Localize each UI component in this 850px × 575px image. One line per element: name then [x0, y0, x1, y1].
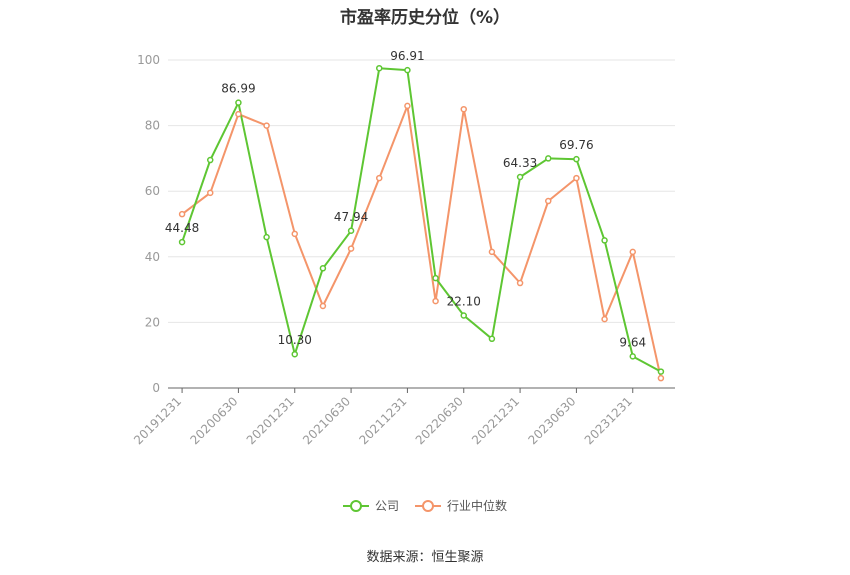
- legend-item-industry[interactable]: 行业中位数: [415, 497, 507, 514]
- x-tick-label: 20211231: [356, 394, 409, 447]
- y-tick-label: 40: [145, 250, 160, 264]
- data-point: [545, 155, 552, 162]
- y-axis: 0 20 40 60 80 100: [137, 53, 160, 395]
- data-point: [629, 248, 636, 256]
- data-point: [516, 279, 524, 287]
- y-tick-label: 20: [145, 315, 160, 329]
- data-point: [601, 315, 608, 323]
- data-labels: 44.48 86.99 10.30 47.94 96.91 22.10 64.33 69.76…: [165, 49, 646, 349]
- data-point: [432, 274, 439, 282]
- x-tick-label: 20220630: [413, 394, 466, 447]
- x-tick-label: 20201231: [244, 394, 297, 447]
- data-point: [432, 297, 439, 305]
- series-lines: [181, 67, 662, 379]
- legend-marker-company: [342, 499, 369, 513]
- data-label: 69.76: [559, 138, 593, 152]
- data-point: [235, 99, 242, 106]
- data-label: 10.30: [278, 333, 312, 347]
- data-point: [319, 302, 327, 310]
- y-tick-label: 80: [145, 119, 160, 133]
- y-tick-label: 60: [145, 184, 160, 198]
- x-tick-label: 20191231: [131, 394, 184, 447]
- x-tick-label: 20230630: [525, 394, 578, 447]
- data-point: [178, 210, 186, 218]
- data-point: [263, 233, 270, 241]
- data-point: [545, 197, 552, 205]
- data-point: [629, 353, 636, 360]
- y-tick-label: 100: [137, 53, 160, 67]
- legend: 公司 行业中位数: [0, 497, 850, 514]
- data-point: [657, 374, 665, 382]
- data-point: [376, 174, 383, 182]
- data-label: 9.64: [619, 335, 646, 349]
- data-point: [291, 230, 298, 238]
- data-point: [263, 122, 270, 129]
- data-point: [488, 248, 496, 256]
- data-point: [319, 265, 327, 272]
- data-point: [376, 64, 383, 72]
- data-point: [235, 110, 242, 118]
- data-point: [291, 350, 298, 358]
- series-line: [181, 67, 662, 373]
- data-point: [460, 312, 467, 319]
- legend-label-company: 公司: [374, 499, 399, 513]
- data-point: [404, 102, 411, 110]
- data-label: 22.10: [447, 295, 481, 309]
- data-label: 64.33: [503, 156, 537, 170]
- x-axis: 20191231 20200630 20201231 20210630 20211231…: [131, 387, 675, 447]
- legend-label-industry: 行业中位数: [447, 499, 508, 513]
- data-point: [347, 245, 355, 252]
- data-point: [573, 174, 580, 182]
- x-tick-label: 20221231: [469, 394, 522, 447]
- data-point: [657, 368, 665, 375]
- data-point: [573, 155, 580, 163]
- series-points: [178, 64, 665, 382]
- grid-lines: [168, 59, 675, 323]
- data-label: 96.91: [390, 49, 424, 63]
- series-line: [181, 104, 662, 379]
- data-label: 44.48: [165, 221, 199, 235]
- data-point: [404, 66, 411, 74]
- data-label: 86.99: [221, 82, 255, 96]
- x-tick-label: 20231231: [582, 394, 635, 447]
- legend-item-company[interactable]: 公司: [342, 497, 399, 514]
- y-tick-label: 0: [152, 381, 160, 395]
- data-source: 数据来源：恒生聚源: [366, 550, 484, 565]
- data-point: [516, 173, 524, 181]
- data-point: [347, 227, 355, 235]
- data-point: [178, 238, 186, 246]
- data-point: [207, 156, 214, 164]
- data-label: 47.94: [334, 210, 368, 224]
- data-point: [488, 335, 496, 343]
- data-point: [601, 237, 608, 244]
- data-point: [460, 105, 467, 113]
- x-tick-label: 20210630: [300, 394, 353, 447]
- legend-marker-industry: [415, 499, 441, 513]
- chart-title: 市盈率历史分位（%）: [339, 8, 511, 28]
- data-point: [207, 189, 214, 197]
- x-tick-label: 20200630: [187, 394, 240, 447]
